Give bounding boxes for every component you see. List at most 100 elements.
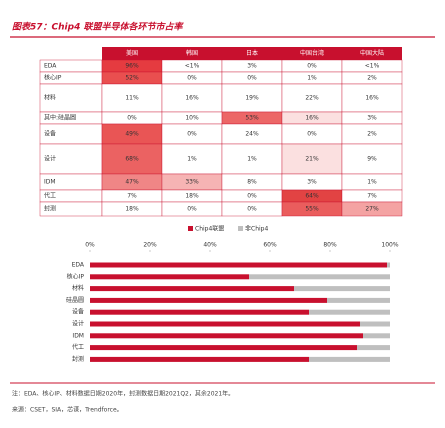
y-tick-label: IDM: [72, 332, 84, 339]
bar: [90, 297, 327, 303]
cell-text: 47%: [125, 179, 139, 186]
y-tick-label: EDA: [72, 262, 85, 269]
row-header: 代工: [44, 192, 56, 200]
y-tick-label: 代工: [72, 343, 84, 351]
cell-text: 53%: [245, 115, 259, 122]
cell: [161, 83, 223, 113]
cell-text: 52%: [125, 75, 139, 82]
bar: [360, 321, 390, 327]
y-tick-label: 材料: [72, 284, 84, 292]
cell-text: 11%: [125, 95, 139, 102]
cell-text: 0%: [187, 131, 197, 138]
cell: [341, 83, 403, 113]
x-tick-label: 0%: [85, 242, 95, 249]
legend-label: 非Chip4: [245, 225, 268, 233]
cell-text: 3%: [367, 115, 377, 122]
cell: [39, 83, 103, 113]
bar: [90, 286, 294, 292]
y-tick-label: 设计: [72, 320, 84, 328]
row-header: 设计: [44, 155, 56, 163]
bar: [363, 333, 390, 339]
row-header: 封测: [44, 205, 56, 213]
cell-text: 8%: [247, 179, 257, 186]
cell-text: 21%: [305, 156, 319, 163]
cell-text: 96%: [125, 63, 139, 70]
cell-text: <1%: [365, 63, 380, 70]
cell: [221, 143, 283, 175]
cell-text: 16%: [185, 95, 199, 102]
row-header: 材料: [44, 94, 56, 102]
cell: [161, 143, 223, 175]
bar: [90, 333, 363, 339]
bar: [249, 274, 390, 280]
bar: [90, 321, 360, 327]
bar: [90, 356, 309, 362]
cell-text: 0%: [307, 63, 317, 70]
legend-swatch: [238, 226, 243, 231]
cell: [341, 143, 403, 175]
bar: [90, 345, 357, 351]
y-tick-label: 核心IP: [67, 272, 85, 280]
bar: [90, 309, 309, 315]
cell-text: 10%: [185, 115, 199, 122]
cell-text: 55%: [305, 206, 319, 213]
cell-text: 22%: [305, 95, 319, 102]
cell-text: 18%: [185, 193, 199, 200]
cell-text: 27%: [365, 206, 379, 213]
column-header: 中国台湾: [300, 49, 324, 57]
row-header: IDM: [44, 179, 56, 186]
y-tick-label: 硅晶圆: [66, 296, 84, 304]
row-header: EDA: [44, 63, 57, 70]
bar: [357, 345, 390, 351]
cell-text: 18%: [125, 206, 139, 213]
cell: [101, 83, 163, 113]
cell-text: 1%: [307, 75, 317, 82]
cell-text: 9%: [367, 156, 377, 163]
y-tick-label: 封测: [72, 355, 84, 363]
bar: [90, 274, 249, 280]
legend-label: Chip4联盟: [195, 225, 224, 233]
row-header: 核心IP: [44, 74, 62, 82]
cell-text: 2%: [367, 131, 377, 138]
cell-text: <1%: [185, 63, 200, 70]
cell-text: 1%: [367, 179, 377, 186]
cell-text: 3%: [307, 179, 317, 186]
cell-text: 0%: [247, 75, 257, 82]
column-header: 日本: [246, 49, 258, 57]
cell-text: 0%: [307, 131, 317, 138]
cell-text: 49%: [125, 131, 139, 138]
column-header: 韩国: [186, 49, 198, 57]
bar: [327, 297, 390, 303]
cell-text: 64%: [305, 193, 319, 200]
cell-text: 19%: [245, 95, 259, 102]
cell-text: 24%: [245, 131, 259, 138]
header-bg: [102, 47, 402, 60]
bar: [294, 286, 390, 292]
note: 注：EDA、核心IP、材料数据日期2020年，封测数据日期2021Q2，其余20…: [12, 390, 234, 398]
cell-text: 3%: [247, 63, 257, 70]
cell-text: 16%: [305, 115, 319, 122]
column-header: 美国: [126, 49, 138, 57]
cell-text: 2%: [367, 75, 377, 82]
cell-text: 0%: [247, 206, 257, 213]
cell-text: 33%: [185, 179, 199, 186]
cell-text: 0%: [247, 193, 257, 200]
row-header: 其中:硅晶圆: [44, 114, 76, 122]
x-tick-label: 60%: [263, 242, 277, 249]
bar: [387, 262, 390, 268]
cell-text: 68%: [125, 156, 139, 163]
row-header: 设备: [44, 130, 56, 138]
x-tick-label: 100%: [381, 242, 398, 249]
bar: [309, 356, 390, 362]
cell-text: 1%: [247, 156, 257, 163]
y-tick-label: 设备: [72, 308, 84, 316]
bar: [309, 309, 390, 315]
column-header: 中国大陆: [360, 49, 384, 57]
x-tick-label: 20%: [143, 242, 157, 249]
cell: [281, 83, 343, 113]
cell-text: 0%: [187, 206, 197, 213]
cell-text: 7%: [127, 193, 137, 200]
cell-text: 0%: [127, 115, 137, 122]
x-tick-label: 80%: [323, 242, 337, 249]
